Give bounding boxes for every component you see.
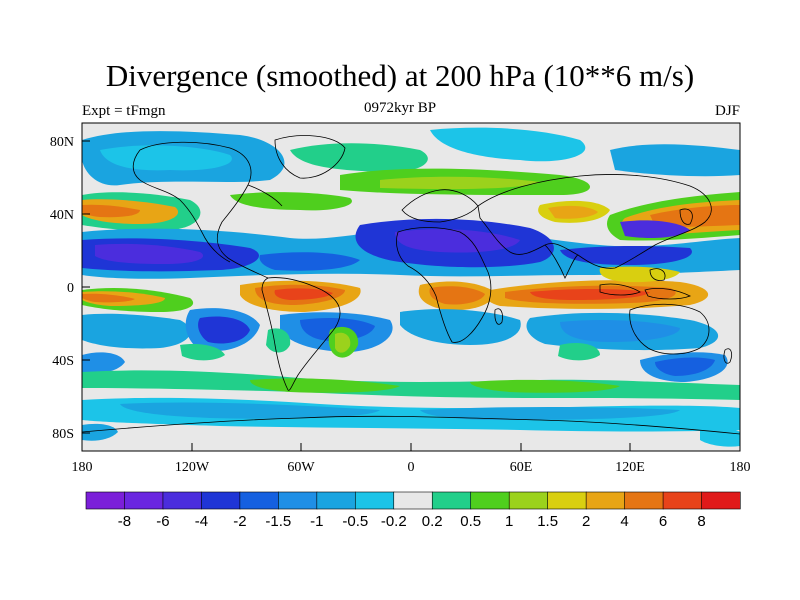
lon-label-60e: 60E <box>510 460 533 475</box>
colorbar-swatch <box>701 491 741 510</box>
colorbar-swatch <box>201 491 241 510</box>
colorbar-swatch <box>239 491 279 510</box>
colorbar-swatch <box>393 491 433 510</box>
colorbar-swatch <box>547 491 587 510</box>
colorbar-label: 0.5 <box>460 513 481 530</box>
lat-label-80n: 80N <box>50 135 74 150</box>
lat-label-40s: 40S <box>52 354 74 369</box>
lat-label-40n: 40N <box>50 208 74 223</box>
colorbar-label: -0.5 <box>342 513 368 530</box>
colorbar-label: 6 <box>659 513 667 530</box>
colorbar-swatch <box>124 491 164 510</box>
colorbar-label: -0.2 <box>381 513 407 530</box>
colorbar-label: -6 <box>156 513 169 530</box>
colorbar-label: -1 <box>310 513 323 530</box>
colorbar-label: -4 <box>195 513 208 530</box>
colorbar-label: 1.5 <box>537 513 558 530</box>
map-title: Divergence (smoothed) at 200 hPa (10**6 … <box>105 58 695 93</box>
lon-label-180e: 180 <box>730 460 751 475</box>
lat-label-80s: 80S <box>52 427 74 442</box>
colorbar-swatch <box>585 491 626 510</box>
colorbar-swatch <box>278 491 318 510</box>
colorbar-label: 8 <box>697 513 705 530</box>
divergence-field <box>82 123 740 451</box>
colorbar-swatch <box>162 491 203 510</box>
experiment-label: Expt = tFmgn <box>82 103 166 119</box>
colorbar-label: 2 <box>582 513 590 530</box>
lon-label-120w: 120W <box>175 460 210 475</box>
lat-label-0: 0 <box>67 281 74 296</box>
colorbar-swatch <box>470 491 510 510</box>
colorbar-label: -1.5 <box>265 513 291 530</box>
colorbar-label: 1 <box>505 513 513 530</box>
colorbar-swatch <box>624 491 664 510</box>
colorbar-label: -2 <box>233 513 246 530</box>
colorbar: -8 -6 -4 -2 -1.5 -1 -0.5 -0.2 0.2 0.5 1 1.5 2 4 6 8 <box>85 491 741 530</box>
colorbar-label: -8 <box>118 513 131 530</box>
colorbar-label: 0.2 <box>422 513 443 530</box>
colorbar-label: 4 <box>620 513 628 530</box>
season-label: DJF <box>714 103 740 119</box>
axis-ticks <box>81 140 741 451</box>
colorbar-swatch <box>662 491 703 510</box>
colorbar-swatch <box>316 491 356 510</box>
colorbar-swatch <box>85 491 126 510</box>
lon-label-60w: 60W <box>287 460 315 475</box>
lon-label-120e: 120E <box>615 460 645 475</box>
colorbar-swatch <box>508 491 549 510</box>
time-label: 0972kyr BP <box>363 100 437 116</box>
lon-label-0: 0 <box>408 460 415 475</box>
colorbar-swatch <box>431 491 472 510</box>
coastlines <box>82 135 740 435</box>
lon-label-180w: 180 <box>72 460 93 475</box>
colorbar-swatch <box>354 491 395 510</box>
